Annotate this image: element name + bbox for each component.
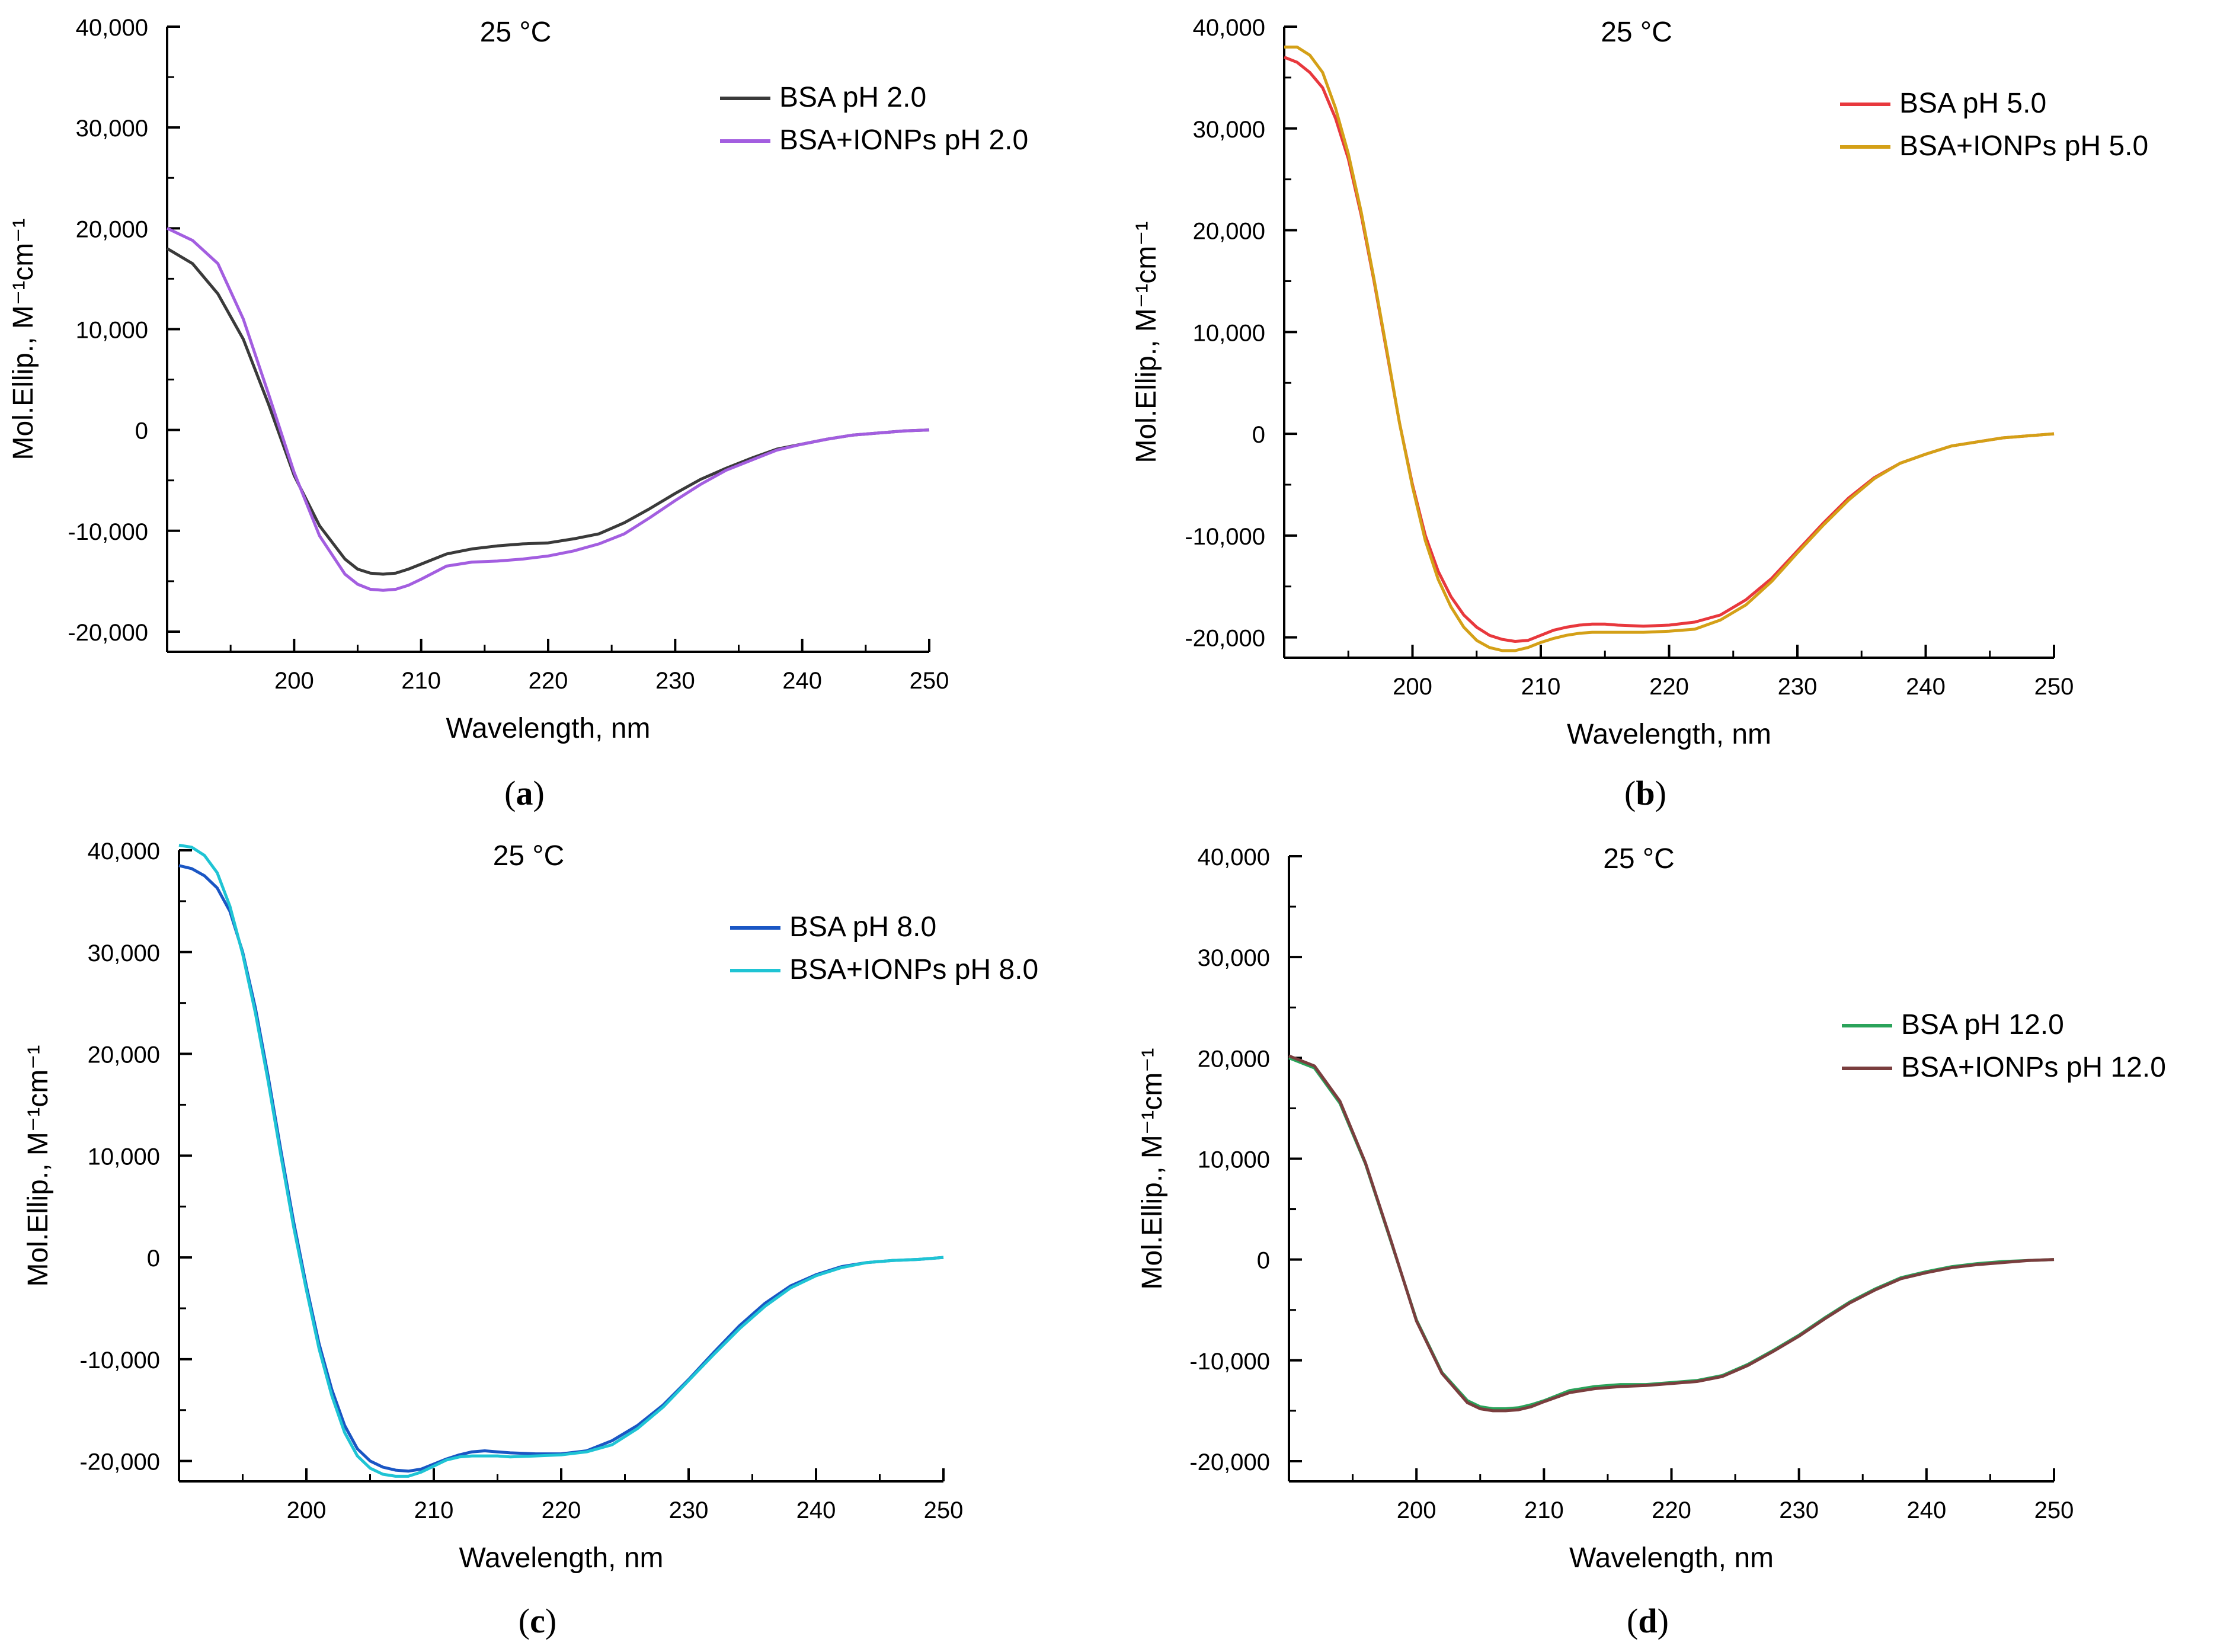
series-line-bsa-ph-2-0 xyxy=(166,247,930,576)
y-tick-label: 20,000 xyxy=(76,216,148,242)
y-tick-label: 30,000 xyxy=(1198,945,1270,971)
x-tick-label: 240 xyxy=(796,1497,836,1523)
y-tick-label: 30,000 xyxy=(76,116,148,142)
y-tick-label: 40,000 xyxy=(88,838,160,865)
series-line-bsa-ionps-ph-5-0 xyxy=(1284,45,2055,652)
y-tick-label: -10,000 xyxy=(79,1347,160,1374)
x-tick-label: 210 xyxy=(1524,1497,1564,1523)
chart-title: 25 °C xyxy=(1603,843,1675,875)
y-tick-label: 0 xyxy=(1257,1248,1270,1274)
x-tick-label: 250 xyxy=(910,668,949,694)
x-axis-label: Wavelength, nm xyxy=(459,1542,663,1574)
y-tick-label: -10,000 xyxy=(68,519,148,545)
panel-label: (a) xyxy=(504,774,545,812)
y-tick-label: 0 xyxy=(135,418,148,444)
legend-entry: BSA+IONPs pH 8.0 xyxy=(789,954,1038,985)
x-tick-label: 210 xyxy=(1521,674,1561,700)
panel-label-letter: c xyxy=(530,1602,545,1640)
y-tick-label: 10,000 xyxy=(1198,1147,1270,1173)
x-tick-label: 220 xyxy=(529,668,568,694)
y-tick-label: -20,000 xyxy=(1185,626,1265,652)
y-tick-label: 40,000 xyxy=(76,15,148,41)
chart-panel-a: -20,000 -10,000 0 10,000 20,000 30,000 40,000 2… xyxy=(8,15,1028,812)
chart-panel-c: -20,000 -10,000 0 10,000 20,000 30,000 40,000 2… xyxy=(23,838,1038,1640)
y-tick-label: 30,000 xyxy=(88,940,160,966)
x-tick-label: 220 xyxy=(542,1497,581,1523)
y-tick-label: 0 xyxy=(147,1246,160,1272)
panel-label-letter: b xyxy=(1636,774,1655,812)
panel-label: (d) xyxy=(1627,1602,1669,1640)
y-tick-label: 20,000 xyxy=(88,1042,160,1068)
panel-label-letter: d xyxy=(1638,1602,1657,1640)
y-tick-label: -20,000 xyxy=(79,1449,160,1475)
y-axis-label: Mol.Ellip., M⁻¹cm⁻¹ xyxy=(1137,1048,1168,1290)
y-tick-label: -10,000 xyxy=(1189,1349,1270,1375)
x-tick-label: 200 xyxy=(274,668,314,694)
chart-title: 25 °C xyxy=(480,17,552,48)
chart-panel-b: -20,000 -10,000 0 10,000 20,000 30,000 40,000 2… xyxy=(1131,15,2148,812)
x-tick-label: 200 xyxy=(287,1497,327,1523)
legend-entry: BSA pH 12.0 xyxy=(1901,1009,2064,1040)
x-tick-label: 250 xyxy=(2034,674,2074,700)
series-line-bsa-ionps-ph-12-0 xyxy=(1288,1054,2055,1413)
legend-entry: BSA pH 2.0 xyxy=(779,82,926,113)
y-tick-label: -10,000 xyxy=(1185,524,1265,550)
y-tick-label: 0 xyxy=(1252,422,1265,448)
x-tick-label: 240 xyxy=(1906,1497,1946,1523)
y-tick-label: 30,000 xyxy=(1193,117,1265,143)
chart-title: 25 °C xyxy=(493,840,565,872)
chart-panel-d: -20,000 -10,000 0 10,000 20,000 30,000 40,000 2… xyxy=(1137,843,2166,1640)
y-axis-label: Mol.Ellip., M⁻¹cm⁻¹ xyxy=(23,1045,54,1287)
x-axis-label: Wavelength, nm xyxy=(446,713,650,744)
y-axis-label: Mol.Ellip., M⁻¹cm⁻¹ xyxy=(8,219,39,460)
x-tick-label: 210 xyxy=(401,668,441,694)
y-axis-label: Mol.Ellip., M⁻¹cm⁻¹ xyxy=(1131,222,1162,463)
x-tick-label: 200 xyxy=(1397,1497,1436,1523)
y-tick-label: 10,000 xyxy=(1193,320,1265,346)
chart-title: 25 °C xyxy=(1601,17,1672,48)
x-tick-label: 230 xyxy=(1778,674,1818,700)
panel-label-letter: a xyxy=(516,774,533,812)
legend-entry: BSA pH 8.0 xyxy=(789,911,936,943)
x-tick-label: 200 xyxy=(1393,674,1432,700)
x-tick-label: 250 xyxy=(2034,1497,2074,1523)
legend-entry: BSA pH 5.0 xyxy=(1899,88,2046,119)
y-tick-label: 10,000 xyxy=(88,1144,160,1170)
x-tick-label: 250 xyxy=(924,1497,964,1523)
legend-entry: BSA+IONPs pH 12.0 xyxy=(1901,1052,2166,1083)
x-tick-label: 220 xyxy=(1649,674,1689,700)
panel-label: (b) xyxy=(1624,774,1666,812)
panel-label: (c) xyxy=(519,1602,556,1640)
y-tick-label: 10,000 xyxy=(76,317,148,343)
y-tick-label: 20,000 xyxy=(1198,1046,1270,1072)
x-tick-label: 210 xyxy=(414,1497,454,1523)
x-tick-label: 240 xyxy=(1906,674,1946,700)
series-line-bsa-ionps-ph-2-0 xyxy=(166,227,930,592)
x-tick-label: 230 xyxy=(655,668,695,694)
x-tick-label: 220 xyxy=(1652,1497,1691,1523)
series-line-bsa-ph-12-0 xyxy=(1288,1056,2055,1410)
y-tick-label: -20,000 xyxy=(1189,1449,1270,1475)
y-tick-label: -20,000 xyxy=(68,620,148,646)
legend-entry: BSA+IONPs pH 5.0 xyxy=(1899,130,2148,162)
legend-entry: BSA+IONPs pH 2.0 xyxy=(779,124,1028,156)
x-tick-label: 230 xyxy=(1779,1497,1819,1523)
series-line-bsa-ionps-ph-8-0 xyxy=(178,843,944,1478)
x-tick-label: 230 xyxy=(669,1497,709,1523)
x-tick-label: 240 xyxy=(782,668,822,694)
x-axis-label: Wavelength, nm xyxy=(1567,719,1771,750)
y-tick-label: 40,000 xyxy=(1198,844,1270,870)
y-tick-label: 40,000 xyxy=(1193,15,1265,41)
x-axis-label: Wavelength, nm xyxy=(1569,1542,1774,1574)
y-tick-label: 20,000 xyxy=(1193,219,1265,245)
